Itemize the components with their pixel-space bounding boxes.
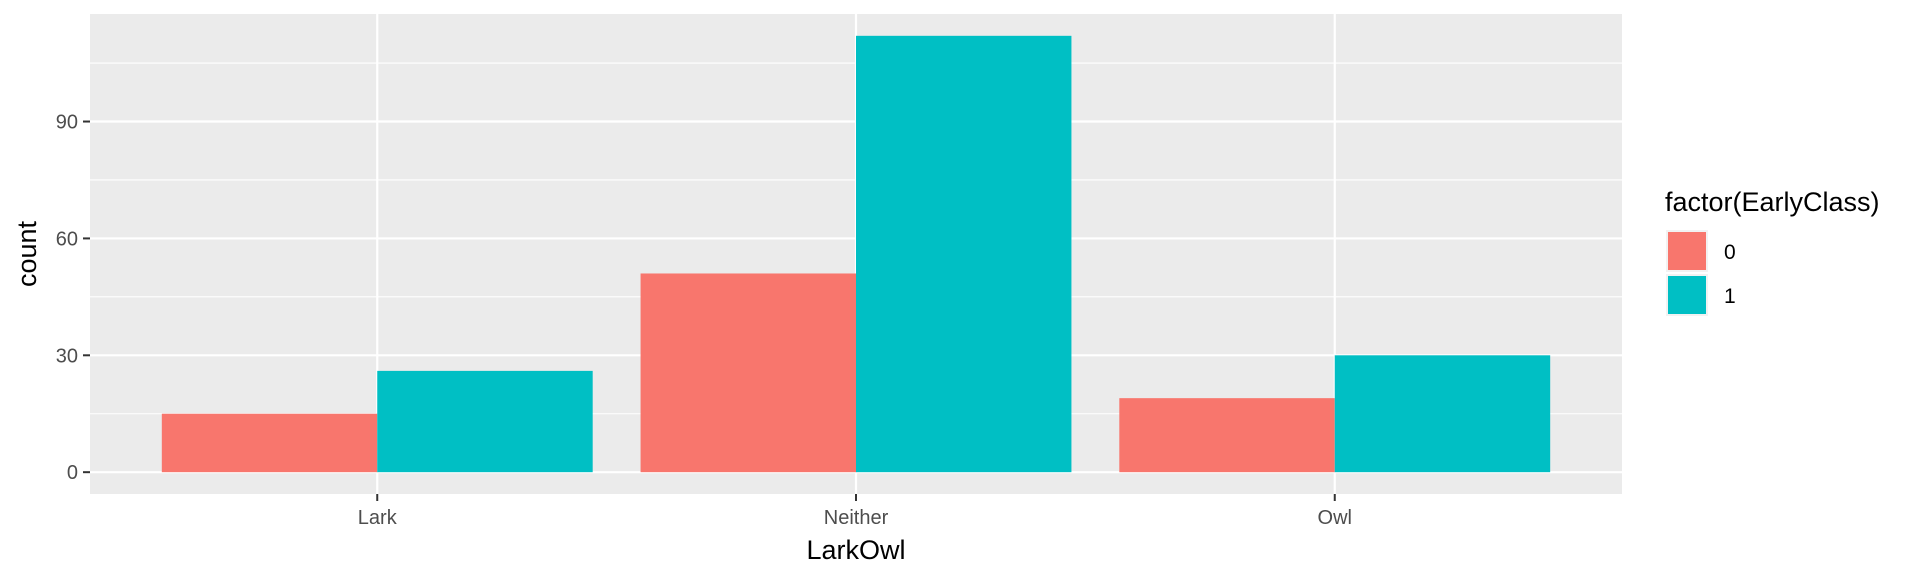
y-tick-label: 60 [56, 228, 78, 250]
bar-neither-series-0 [640, 273, 856, 473]
legend-title: factor(EarlyClass) [1665, 187, 1880, 217]
x-axis-title: LarkOwl [806, 535, 905, 565]
x-axis: Lark Neither Owl [358, 494, 1352, 529]
bar-lark-series-0 [161, 413, 378, 473]
y-tick-label: 30 [56, 345, 78, 367]
legend-label-0: 0 [1724, 241, 1736, 264]
legend-key-0 [1668, 232, 1706, 270]
y-tick-label: 90 [56, 112, 78, 134]
legend-key-1 [1668, 276, 1706, 314]
x-tick-label: Lark [358, 507, 398, 529]
y-axis: 0 30 60 90 [56, 112, 90, 484]
legend: factor(EarlyClass) 0 1 [1665, 187, 1880, 316]
bar-owl-series-0 [1119, 398, 1335, 473]
bar-owl-series-1 [1334, 355, 1551, 473]
bar-neither-series-1 [856, 35, 1072, 473]
x-tick-label: Owl [1318, 507, 1352, 529]
bar-lark-series-1 [377, 370, 593, 473]
y-tick-label: 0 [67, 462, 78, 484]
x-tick-label: Neither [824, 507, 889, 529]
bars [161, 35, 1551, 473]
legend-label-1: 1 [1724, 285, 1736, 308]
y-axis-title: count [12, 220, 42, 287]
